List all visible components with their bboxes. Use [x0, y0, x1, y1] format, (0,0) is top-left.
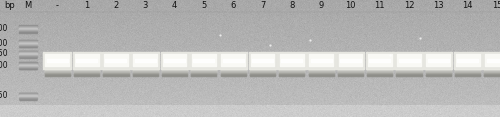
Text: 14: 14 [462, 2, 473, 11]
Text: 8: 8 [289, 2, 294, 11]
Text: 1: 1 [84, 2, 89, 11]
Text: -: - [56, 2, 59, 11]
Text: 15: 15 [492, 2, 500, 11]
Text: 6: 6 [230, 2, 236, 11]
Text: 11: 11 [374, 2, 385, 11]
Text: 13: 13 [433, 2, 444, 11]
Text: 10: 10 [345, 2, 356, 11]
Text: 3: 3 [142, 2, 148, 11]
Text: bp: bp [4, 2, 16, 11]
Text: 750: 750 [0, 49, 8, 58]
Text: 2: 2 [114, 2, 118, 11]
Text: 5: 5 [201, 2, 206, 11]
Text: 7: 7 [260, 2, 265, 11]
Text: 12: 12 [404, 2, 414, 11]
Text: M: M [24, 2, 32, 11]
Text: 1000: 1000 [0, 39, 8, 48]
Text: 9: 9 [318, 2, 324, 11]
Text: 500: 500 [0, 61, 8, 70]
Text: 4: 4 [172, 2, 177, 11]
Text: 250: 250 [0, 91, 8, 101]
Text: 2000: 2000 [0, 24, 8, 33]
